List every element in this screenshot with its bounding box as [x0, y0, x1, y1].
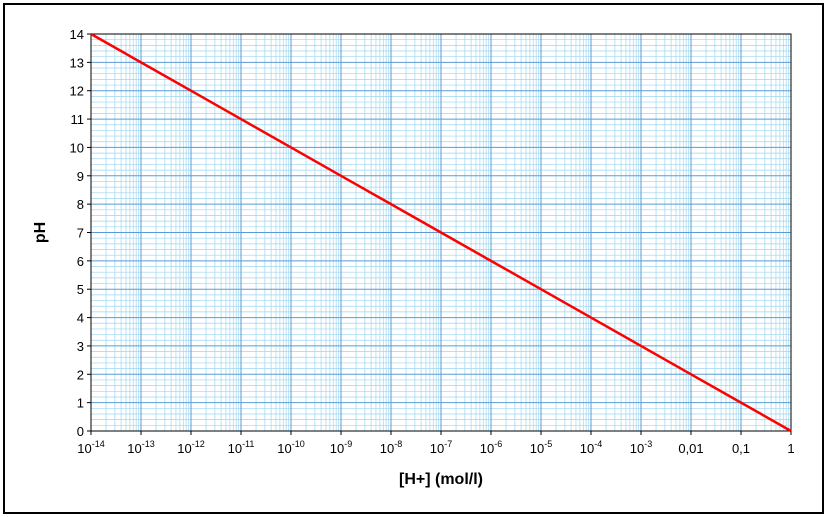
y-tick-label: 10 [70, 140, 84, 155]
series-layer [90, 32, 792, 433]
x-axis-ticks: 10-14 10-13 10-12 10-11 10-10 10-9 10-8 10-7 10-… [77, 431, 795, 456]
x-tick-label: 10-14 [77, 439, 104, 456]
x-tick-label: 10-13 [127, 439, 154, 456]
y-tick-label: 12 [70, 84, 84, 99]
y-tick-label: 7 [77, 226, 84, 241]
y-tick-label: 1 [77, 396, 84, 411]
x-tick-label: 10-12 [177, 439, 204, 456]
y-tick-label: 13 [70, 55, 84, 70]
y-tick-label: 3 [77, 339, 84, 354]
y-tick-label: 11 [71, 112, 85, 127]
y-tick-label: 6 [77, 254, 84, 269]
x-tick-label: 1 [787, 441, 794, 456]
y-axis-title: pH [32, 222, 49, 243]
y-tick-label: 9 [77, 169, 84, 184]
x-tick-label: 10-11 [228, 439, 255, 456]
x-tick-label: 0,01 [678, 441, 703, 456]
x-tick-label: 10-3 [630, 439, 652, 456]
x-tick-label: 10-7 [430, 439, 452, 456]
y-tick-label: 8 [77, 197, 84, 212]
y-tick-label: 5 [77, 282, 84, 297]
chart-frame: 0 1 2 3 4 5 6 7 8 9 10 11 12 13 14 10-14 10-13 10-12 10-1… [3, 3, 824, 514]
y-tick-label: 2 [77, 367, 84, 382]
x-tick-label: 10-6 [480, 439, 502, 456]
x-tick-label: 10-9 [330, 439, 352, 456]
x-tick-label: 10-8 [380, 439, 402, 456]
y-tick-label: 0 [77, 424, 84, 439]
x-tick-label: 0,1 [732, 441, 750, 456]
x-tick-label: 10-10 [277, 439, 304, 456]
y-tick-label: 14 [70, 27, 84, 42]
y-tick-label: 4 [77, 311, 84, 326]
x-axis-title: [H+] (mol/l) [399, 471, 483, 488]
x-tick-label: 10-4 [580, 439, 602, 456]
x-tick-label: 10-5 [530, 439, 552, 456]
